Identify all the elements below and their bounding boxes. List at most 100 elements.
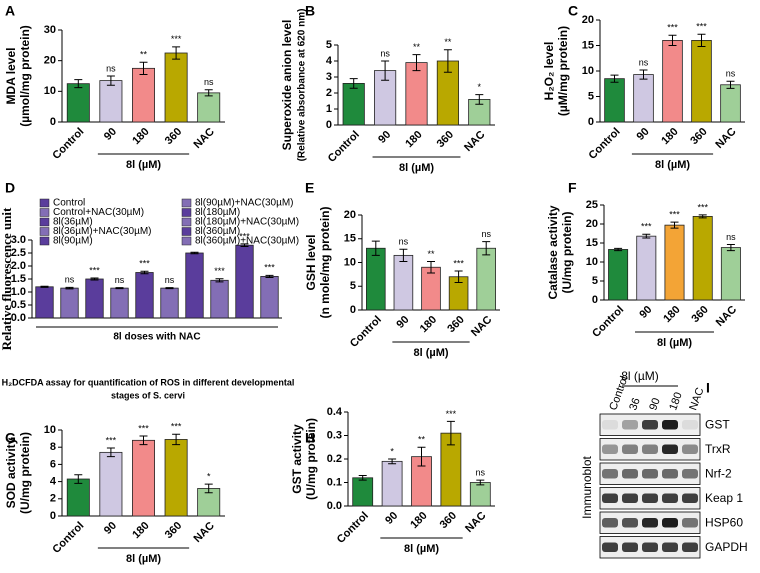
band: [682, 420, 698, 430]
error-bar: [204, 89, 213, 97]
band: [662, 444, 678, 454]
y-tick-label: 0.2: [327, 453, 342, 465]
lane-label: 180: [667, 391, 685, 412]
panel-letter: A: [5, 3, 15, 19]
y-tick-label: 0: [588, 116, 594, 128]
lane-label: 90: [647, 396, 662, 412]
significance: **: [413, 42, 421, 52]
y-tick-label: 8: [50, 441, 56, 453]
row-label: HSP60: [705, 515, 743, 529]
band: [602, 420, 618, 430]
y-tick-label: 5: [350, 280, 356, 292]
y-tick-label: 0.5: [11, 299, 26, 311]
significance: ns: [726, 69, 736, 79]
y-tick-label: 15: [582, 39, 594, 51]
legend-label: Control: [53, 198, 85, 209]
band: [662, 518, 678, 528]
significance: ***: [138, 423, 149, 433]
bar: [366, 247, 386, 311]
band: [602, 542, 618, 552]
bar: [421, 266, 441, 311]
y-tick-label: 0.3: [327, 429, 342, 441]
error-bar: [139, 435, 148, 446]
significance: **: [418, 435, 426, 445]
error-bar: [139, 61, 148, 75]
error-bar: [204, 483, 213, 494]
band: [622, 420, 638, 430]
bar: [381, 460, 403, 507]
y-tick-label: 0.4: [327, 406, 343, 418]
group-label: 8l (µM): [126, 553, 161, 565]
legend-swatch: [39, 198, 50, 208]
x-tick-label: NAC: [192, 126, 217, 151]
bar: [235, 244, 254, 319]
legend-label: Control+NAC(30µM): [53, 207, 144, 218]
y-tick-label: 10: [586, 256, 598, 268]
significance: ns: [476, 468, 486, 478]
y-tick-label: 10: [44, 424, 56, 436]
error-bar: [642, 233, 651, 239]
error-bar: [726, 80, 735, 89]
x-tick-label: NAC: [714, 304, 739, 329]
y-tick-label: 15: [586, 237, 598, 249]
error-bar: [639, 69, 648, 80]
bar: [197, 92, 221, 123]
bar: [692, 215, 713, 301]
panel-letter: G: [5, 430, 16, 446]
legend-swatch: [181, 217, 192, 227]
legend-swatch: [39, 208, 50, 217]
significance: ***: [139, 259, 150, 269]
y-tick-label: 2: [326, 87, 332, 99]
band: [662, 420, 678, 430]
y-tick-label: 0.0: [11, 312, 26, 324]
error-bar: [106, 75, 115, 86]
y-tick-label: 1.5: [11, 273, 26, 285]
bar: [132, 439, 155, 517]
legend-label: 8l(90µM)+NAC(30µM): [195, 198, 294, 209]
error-bar: [215, 278, 224, 283]
x-tick-label: Control: [326, 129, 362, 165]
bar: [260, 275, 279, 319]
y-axis-label: (U/mg protein): [18, 432, 32, 514]
significance: ns: [399, 237, 409, 247]
bar: [662, 40, 683, 123]
band: [602, 444, 618, 454]
y-tick-label: 3.0: [11, 234, 26, 246]
bar: [35, 286, 54, 319]
y-tick-label: 20: [582, 14, 594, 26]
x-tick-label: NAC: [469, 314, 494, 339]
band: [642, 493, 658, 503]
error-bar: [443, 49, 452, 73]
x-tick-label: Control: [590, 304, 626, 340]
blot-header: 8l (µM): [621, 369, 659, 383]
x-tick-label: 360: [438, 510, 459, 531]
group-label: 8l (µM): [126, 159, 161, 171]
band: [622, 518, 638, 528]
error-bar: [106, 447, 115, 458]
band: [642, 518, 658, 528]
group-label: 8l (µM): [655, 159, 690, 171]
caption: stages of S. cervi: [111, 390, 185, 400]
significance: ns: [65, 275, 75, 285]
legend-swatch: [39, 217, 50, 227]
y-tick-label: 5: [592, 275, 598, 287]
legend-swatch: [181, 198, 192, 208]
bar: [393, 254, 414, 311]
x-tick-label: 360: [689, 304, 710, 325]
significance: *: [478, 82, 482, 92]
error-bar: [140, 270, 149, 275]
y-axis-label: Catalase activity: [546, 205, 560, 299]
y-tick-label: 1.0: [11, 286, 26, 298]
significance: ns: [726, 232, 736, 242]
x-tick-label: 90: [637, 304, 654, 321]
group-label: 8l (µM): [413, 347, 448, 359]
x-tick-label: 180: [418, 314, 439, 335]
legend-label: 8l(360µM): [195, 226, 240, 237]
x-tick-label: 360: [163, 520, 184, 541]
band: [642, 542, 658, 552]
y-tick-label: 6: [50, 458, 56, 470]
error-bar: [446, 420, 455, 446]
y-tick-label: 2.0: [11, 260, 26, 272]
bar: [608, 249, 629, 301]
y-tick-label: 4: [326, 55, 333, 67]
